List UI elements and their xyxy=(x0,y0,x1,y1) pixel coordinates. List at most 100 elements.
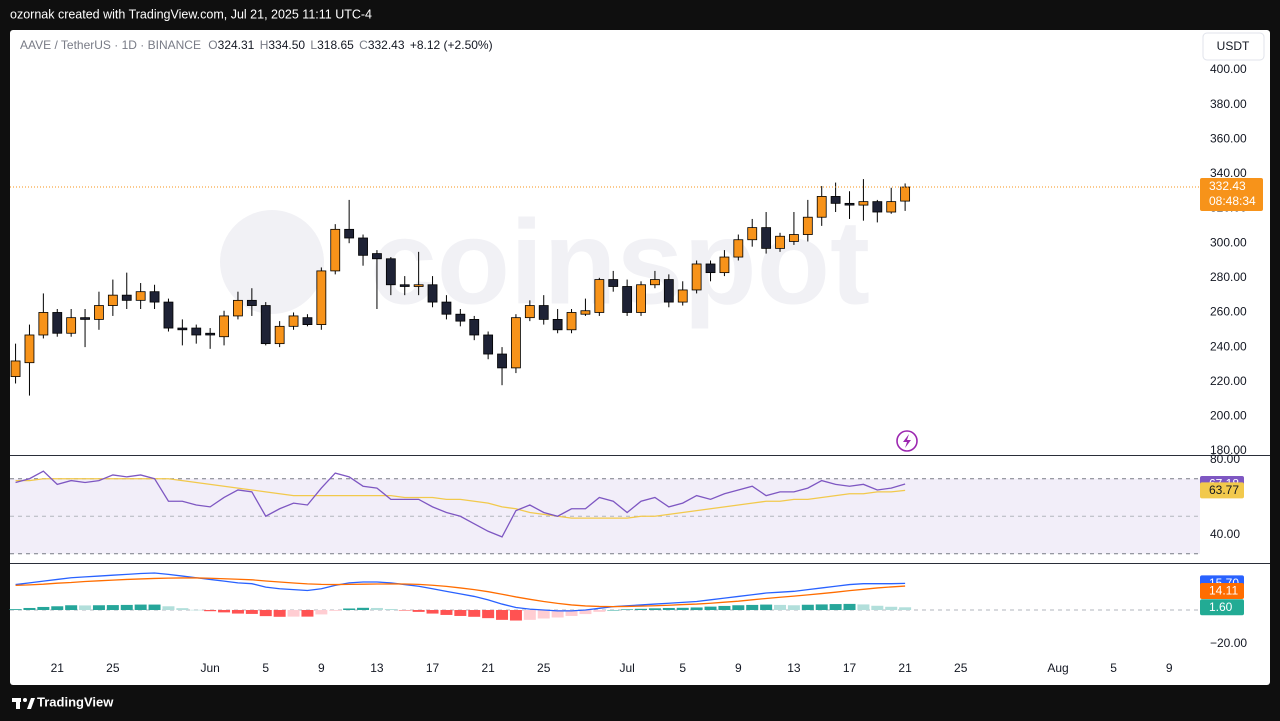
countdown: 08:48:34 xyxy=(1209,194,1256,208)
x-tick-label: Jul xyxy=(619,661,634,675)
candle-body xyxy=(358,237,368,256)
x-tick-label: Aug xyxy=(1047,661,1068,675)
candle-body xyxy=(594,279,605,313)
candle-body xyxy=(719,256,730,274)
legend-prefix: L xyxy=(310,38,317,52)
candle-body xyxy=(497,353,507,369)
histogram-bar xyxy=(676,607,689,611)
histogram-bar xyxy=(843,603,856,611)
legend-prefix: O xyxy=(208,38,217,52)
histogram-bar xyxy=(635,608,648,611)
histogram-bar xyxy=(885,606,898,611)
x-tick-label: 5 xyxy=(679,661,686,675)
x-tick-label: 9 xyxy=(318,661,325,675)
candle-body xyxy=(636,284,646,313)
candle-body xyxy=(608,279,619,287)
candle-body xyxy=(121,294,132,301)
value-label: 63.77 xyxy=(1209,483,1239,497)
y-tick-label: 340.00 xyxy=(1210,166,1247,180)
x-tick-label: 9 xyxy=(1166,661,1173,675)
histogram-bar xyxy=(857,604,870,611)
histogram-bar xyxy=(245,610,258,614)
histogram-bar xyxy=(148,604,161,611)
histogram-bar xyxy=(815,604,828,611)
candle-body xyxy=(385,258,396,286)
footer-logo xyxy=(12,698,35,709)
candle-body xyxy=(663,279,674,303)
value-label-box xyxy=(1200,583,1244,600)
histogram-bar xyxy=(9,609,22,611)
histogram-bar xyxy=(704,606,717,611)
candle-body xyxy=(302,317,313,325)
histogram-bar xyxy=(357,607,370,611)
histogram-bar xyxy=(79,605,92,611)
candle-body xyxy=(191,327,202,336)
candle-body xyxy=(107,294,118,306)
y-tick-label: 220.00 xyxy=(1210,374,1247,388)
legend-change: +8.12 (+2.50%) xyxy=(410,38,493,52)
histogram-bar xyxy=(482,610,495,619)
logo-part xyxy=(23,698,27,702)
histogram-bar xyxy=(468,610,481,617)
x-tick-label: 17 xyxy=(426,661,440,675)
footer-brand: TradingView xyxy=(37,694,114,709)
currency-box xyxy=(1202,32,1265,61)
histogram-bar xyxy=(829,604,842,611)
histogram-bar xyxy=(259,610,272,617)
candle-body xyxy=(511,317,521,369)
candle-body xyxy=(177,327,188,331)
histogram-bar xyxy=(23,607,36,611)
histogram-bar xyxy=(51,606,64,611)
candle-body xyxy=(66,317,77,334)
candle-body xyxy=(274,325,285,345)
candle-body xyxy=(38,312,49,336)
candle-body xyxy=(538,305,549,320)
histogram-bar xyxy=(190,609,203,611)
histogram-bar xyxy=(690,607,703,611)
candle-body xyxy=(844,202,855,206)
indicator-line xyxy=(15,470,906,538)
value-label-box xyxy=(1200,482,1244,499)
indicator-line xyxy=(15,478,906,519)
histogram-bar xyxy=(37,606,50,611)
candle-body xyxy=(524,305,535,319)
histogram-bar xyxy=(273,610,286,617)
watermark: coinspot xyxy=(370,196,870,330)
candle-body xyxy=(10,360,21,377)
candle-body xyxy=(761,227,772,249)
candle-body xyxy=(288,315,299,327)
candle-body xyxy=(733,239,744,258)
candle-body xyxy=(24,334,35,364)
y-tick-label: 180.00 xyxy=(1210,443,1247,457)
candle-body xyxy=(650,279,660,286)
legend-value: 324.31 xyxy=(218,38,255,52)
histogram-bar xyxy=(787,605,800,611)
candle-body xyxy=(900,186,911,202)
histogram-bar xyxy=(343,608,356,611)
candle-body xyxy=(622,286,633,313)
x-tick-label: 5 xyxy=(262,661,269,675)
candle-body xyxy=(135,291,146,301)
candle-body xyxy=(455,313,466,322)
candle-body xyxy=(163,301,174,329)
histogram-bar xyxy=(454,610,467,616)
candle-body xyxy=(441,301,452,315)
y-tick-label: 40.00 xyxy=(1210,527,1240,541)
histogram-bar xyxy=(774,604,787,611)
candle-body xyxy=(816,196,827,218)
x-tick-label: 25 xyxy=(537,661,551,675)
histogram-bar xyxy=(134,604,147,611)
candle-body xyxy=(413,284,424,287)
histogram-bar xyxy=(801,604,814,611)
x-tick-label: 9 xyxy=(735,661,742,675)
candle-body xyxy=(52,312,63,334)
candle-body xyxy=(566,312,577,331)
histogram-bar xyxy=(523,610,536,620)
panes: 21 25 Jun 5 9 13 17 21 25 Jul 5 9 13 17 21 25 Aug 5 9 180.0… xyxy=(9,62,1270,675)
histogram-bar xyxy=(384,608,397,611)
legend-value: 318.65 xyxy=(317,38,354,52)
y-tick-label: 260.00 xyxy=(1210,305,1247,319)
histogram-bar xyxy=(315,610,328,615)
histogram-bar xyxy=(204,610,217,612)
